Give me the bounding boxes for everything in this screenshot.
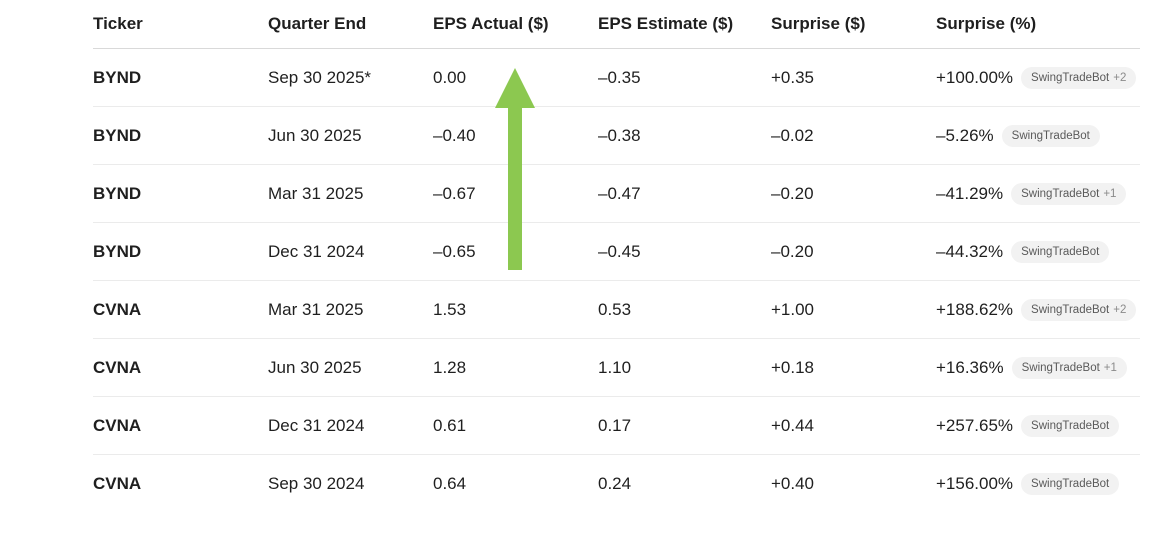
- source-badge-count: +2: [1113, 303, 1127, 316]
- source-badge-label: SwingTradeBot: [1031, 419, 1110, 432]
- cell-eps-estimate: 0.17: [598, 396, 771, 455]
- surprise-pct-value: –5.26%: [936, 125, 994, 145]
- source-badge-count: +2: [1113, 71, 1127, 84]
- cell-eps-estimate: –0.45: [598, 222, 771, 281]
- table-row: BYND Jun 30 2025 –0.40 –0.38 –0.02 –5.26% Swin…: [93, 106, 1140, 165]
- cell-quarter-end: Mar 31 2025: [268, 164, 433, 223]
- surprise-pct-value: –41.29%: [936, 183, 1004, 203]
- header-ticker: Ticker: [93, 0, 268, 49]
- source-badge[interactable]: SwingTradeBot: [1011, 240, 1110, 263]
- table-row: BYND Sep 30 2025* 0.00 –0.35 +0.35 +100.00% Sw…: [93, 48, 1140, 107]
- surprise-pct-value: +188.62%: [936, 299, 1014, 319]
- source-badge-label: SwingTradeBot: [1011, 129, 1090, 142]
- cell-quarter-end: Jun 30 2025: [268, 338, 433, 397]
- cell-surprise-pct: –5.26% SwingTradeBot: [936, 106, 1140, 165]
- cell-surprise: +0.40: [771, 473, 815, 493]
- source-badge-label: SwingTradeBot: [1021, 187, 1100, 200]
- cell-quarter-end: Sep 30 2025*: [268, 48, 433, 107]
- cell-surprise-pct: +16.36% SwingTradeBot +1: [936, 338, 1140, 397]
- cell-ticker: BYND: [93, 164, 268, 223]
- surprise-pct-value: –44.32%: [936, 241, 1004, 261]
- cell-quarter-end: Mar 31 2025: [268, 280, 433, 339]
- header-quarter-end: Quarter End: [268, 0, 433, 49]
- source-badge-label: SwingTradeBot: [1031, 303, 1110, 316]
- cell-surprise-pct: +188.62% SwingTradeBot +2: [936, 280, 1140, 339]
- table-row: CVNA Mar 31 2025 1.53 0.53 +1.00 +188.62% Swin…: [93, 280, 1140, 339]
- surprise-pct-value: +100.00%: [936, 67, 1014, 87]
- cell-ticker: CVNA: [93, 338, 268, 397]
- source-badge[interactable]: SwingTradeBot: [1001, 124, 1100, 147]
- cell-ticker: BYND: [93, 106, 268, 165]
- source-badge-label: SwingTradeBot: [1021, 361, 1100, 374]
- source-badge[interactable]: SwingTradeBot +1: [1011, 182, 1127, 205]
- cell-ticker: BYND: [93, 222, 268, 281]
- cell-surprise: +0.18: [771, 338, 936, 397]
- cell-ticker: CVNA: [93, 473, 142, 493]
- table-row: BYND Dec 31 2024 –0.65 –0.45 –0.20 –44.32% Swi…: [93, 222, 1140, 281]
- cell-quarter-end: Dec 31 2024: [268, 396, 433, 455]
- header-surprise-pct: Surprise (%): [936, 0, 1140, 49]
- cell-eps-estimate: 0.24: [598, 473, 632, 493]
- cell-eps-actual: 1.53: [433, 280, 598, 339]
- cell-ticker: CVNA: [93, 396, 268, 455]
- cell-surprise: –0.02: [771, 106, 936, 165]
- earnings-table: Ticker Quarter End EPS Actual ($) EPS Es…: [93, 0, 1140, 512]
- cell-eps-actual: 0.64: [433, 473, 467, 493]
- cell-surprise-pct: –44.32% SwingTradeBot: [936, 222, 1140, 281]
- cell-quarter-end: Dec 31 2024: [268, 222, 433, 281]
- source-badge-label: SwingTradeBot: [1031, 71, 1110, 84]
- surprise-pct-value: +257.65%: [936, 415, 1014, 435]
- cell-ticker: CVNA: [93, 280, 268, 339]
- table-row: CVNA Dec 31 2024 0.61 0.17 +0.44 +257.65% Swin…: [93, 396, 1140, 455]
- cell-quarter-end: Sep 30 2024: [268, 473, 365, 493]
- table-row: BYND Mar 31 2025 –0.67 –0.47 –0.20 –41.29% Swi…: [93, 164, 1140, 223]
- source-badge[interactable]: SwingTradeBot +1: [1011, 356, 1127, 379]
- source-badge-count: +1: [1103, 361, 1117, 374]
- cell-surprise-pct: –41.29% SwingTradeBot +1: [936, 164, 1140, 223]
- source-badge-label: SwingTradeBot: [1021, 245, 1100, 258]
- cell-surprise-pct: +100.00% SwingTradeBot +2: [936, 48, 1140, 107]
- cell-eps-estimate: 0.53: [598, 280, 771, 339]
- surprise-pct-value: +156.00%: [936, 473, 1014, 493]
- cell-eps-estimate: 1.10: [598, 338, 771, 397]
- cell-eps-estimate: –0.35: [598, 48, 771, 107]
- up-arrow-icon: [495, 68, 535, 270]
- source-badge[interactable]: SwingTradeBot +2: [1021, 66, 1137, 89]
- cell-eps-actual: 0.61: [433, 396, 598, 455]
- cell-eps-estimate: –0.47: [598, 164, 771, 223]
- cell-quarter-end: Jun 30 2025: [268, 106, 433, 165]
- source-badge-label: SwingTradeBot: [1031, 477, 1110, 490]
- source-badge[interactable]: SwingTradeBot: [1021, 472, 1120, 495]
- earnings-table-container: Ticker Quarter End EPS Actual ($) EPS Es…: [93, 0, 1140, 512]
- header-eps-estimate: EPS Estimate ($): [598, 0, 771, 49]
- header-eps-actual: EPS Actual ($): [433, 0, 598, 49]
- cell-ticker: BYND: [93, 48, 268, 107]
- cell-surprise-pct: +257.65% SwingTradeBot: [936, 396, 1140, 455]
- cell-surprise: –0.20: [771, 222, 936, 281]
- cell-surprise: –0.20: [771, 164, 936, 223]
- surprise-pct-value: +16.36%: [936, 357, 1004, 377]
- table-header-row: Ticker Quarter End EPS Actual ($) EPS Es…: [93, 0, 1140, 49]
- table-row: CVNA Sep 30 2024 0.64 0.24 +0.40 +156.00% Swin…: [93, 455, 1140, 513]
- cell-eps-actual: 1.28: [433, 338, 598, 397]
- cell-surprise: +0.35: [771, 48, 936, 107]
- source-badge[interactable]: SwingTradeBot +2: [1021, 298, 1137, 321]
- cell-surprise: +1.00: [771, 280, 936, 339]
- header-surprise: Surprise ($): [771, 0, 936, 49]
- up-arrow-shape: [495, 68, 535, 270]
- source-badge[interactable]: SwingTradeBot: [1021, 414, 1120, 437]
- cell-eps-estimate: –0.38: [598, 106, 771, 165]
- cell-surprise: +0.44: [771, 396, 936, 455]
- cell-surprise-pct: +156.00% SwingTradeBot: [936, 455, 1140, 513]
- source-badge-count: +1: [1103, 187, 1117, 200]
- table-row: CVNA Jun 30 2025 1.28 1.10 +0.18 +16.36% Swing…: [93, 338, 1140, 397]
